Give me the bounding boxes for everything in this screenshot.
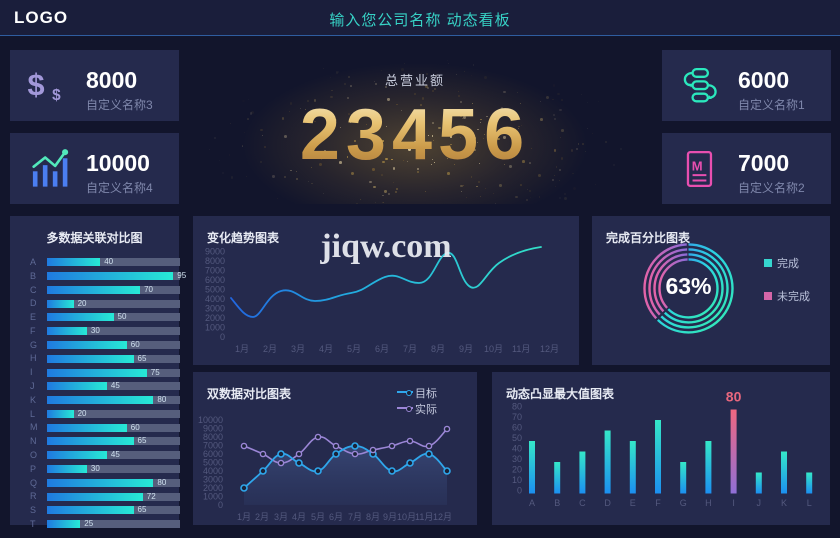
svg-text:60: 60 [512,423,522,433]
svg-text:6000: 6000 [205,275,225,285]
svg-text:6月: 6月 [375,344,389,354]
svg-text:4月: 4月 [292,512,306,522]
svg-text:7月: 7月 [348,512,362,522]
svg-text:10月: 10月 [397,512,416,522]
svg-text:9月: 9月 [459,344,473,354]
svg-text:$: $ [52,86,61,103]
svg-text:4月: 4月 [319,344,333,354]
svg-text:3000: 3000 [205,304,225,314]
svg-text:63%: 63% [665,273,711,299]
svg-text:D: D [604,498,611,508]
svg-text:40: 40 [512,444,522,454]
svg-text:C: C [579,498,586,508]
svg-text:2月: 2月 [263,344,277,354]
svg-text:0: 0 [220,332,225,342]
svg-text:E: E [630,498,636,508]
svg-text:0: 0 [517,486,522,496]
svg-text:20: 20 [512,465,522,475]
svg-text:5000: 5000 [205,285,225,295]
svg-text:J: J [757,498,762,508]
svg-text:7月: 7月 [403,344,417,354]
svg-text:3月: 3月 [274,512,288,522]
svg-text:11月: 11月 [512,344,530,354]
svg-text:2月: 2月 [255,512,269,522]
svg-text:9月: 9月 [383,512,397,522]
svg-text:M: M [692,158,703,173]
svg-text:12月: 12月 [433,512,452,522]
svg-text:7000: 7000 [205,266,225,276]
svg-text:8月: 8月 [431,344,445,354]
svg-text:未完成: 未完成 [777,289,810,303]
svg-text:30: 30 [512,454,522,464]
svg-text:A: A [529,498,535,508]
svg-text:12月: 12月 [540,344,559,354]
svg-text:I: I [732,498,735,508]
svg-text:11月: 11月 [415,512,433,522]
svg-text:B: B [554,498,560,508]
svg-text:G: G [680,498,687,508]
svg-text:50: 50 [512,433,522,443]
svg-text:H: H [705,498,712,508]
svg-text:6月: 6月 [329,512,343,522]
svg-text:0: 0 [218,500,223,510]
svg-text:$: $ [28,68,45,102]
svg-text:1月: 1月 [237,512,251,522]
svg-text:L: L [807,498,812,508]
svg-text:1000: 1000 [205,323,225,333]
svg-text:80: 80 [726,389,742,405]
svg-text:2000: 2000 [205,313,225,323]
svg-text:3月: 3月 [291,344,305,354]
svg-text:5月: 5月 [347,344,361,354]
svg-text:4000: 4000 [205,294,225,304]
svg-text:80: 80 [512,402,522,412]
svg-text:8月: 8月 [366,512,380,522]
svg-text:K: K [781,498,787,508]
svg-text:F: F [655,498,661,508]
svg-text:10: 10 [512,475,522,485]
svg-text:5月: 5月 [311,512,325,522]
svg-text:10月: 10月 [484,344,503,354]
svg-text:完成: 完成 [777,256,799,270]
svg-text:1月: 1月 [235,344,249,354]
svg-text:70: 70 [512,412,522,422]
